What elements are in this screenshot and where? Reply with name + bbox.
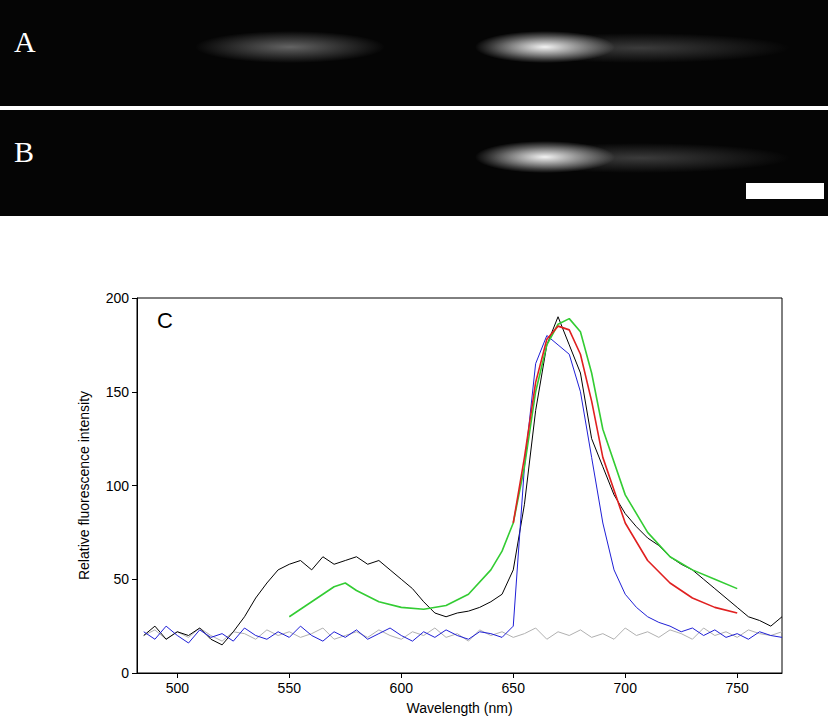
svg-text:B: B bbox=[14, 135, 34, 168]
svg-text:0: 0 bbox=[121, 665, 129, 681]
svg-text:750: 750 bbox=[726, 680, 750, 696]
svg-text:Relative fluorescence intensit: Relative fluorescence intensity bbox=[76, 391, 92, 580]
svg-text:150: 150 bbox=[106, 384, 130, 400]
svg-text:550: 550 bbox=[278, 680, 302, 696]
svg-text:500: 500 bbox=[166, 680, 190, 696]
svg-text:A: A bbox=[14, 25, 36, 58]
svg-text:200: 200 bbox=[106, 290, 130, 306]
svg-text:100: 100 bbox=[106, 478, 130, 494]
svg-text:Wavelength (nm): Wavelength (nm) bbox=[406, 700, 512, 716]
svg-text:C: C bbox=[157, 308, 173, 333]
svg-text:50: 50 bbox=[113, 571, 129, 587]
svg-text:600: 600 bbox=[390, 680, 414, 696]
svg-text:700: 700 bbox=[614, 680, 638, 696]
svg-text:650: 650 bbox=[502, 680, 526, 696]
